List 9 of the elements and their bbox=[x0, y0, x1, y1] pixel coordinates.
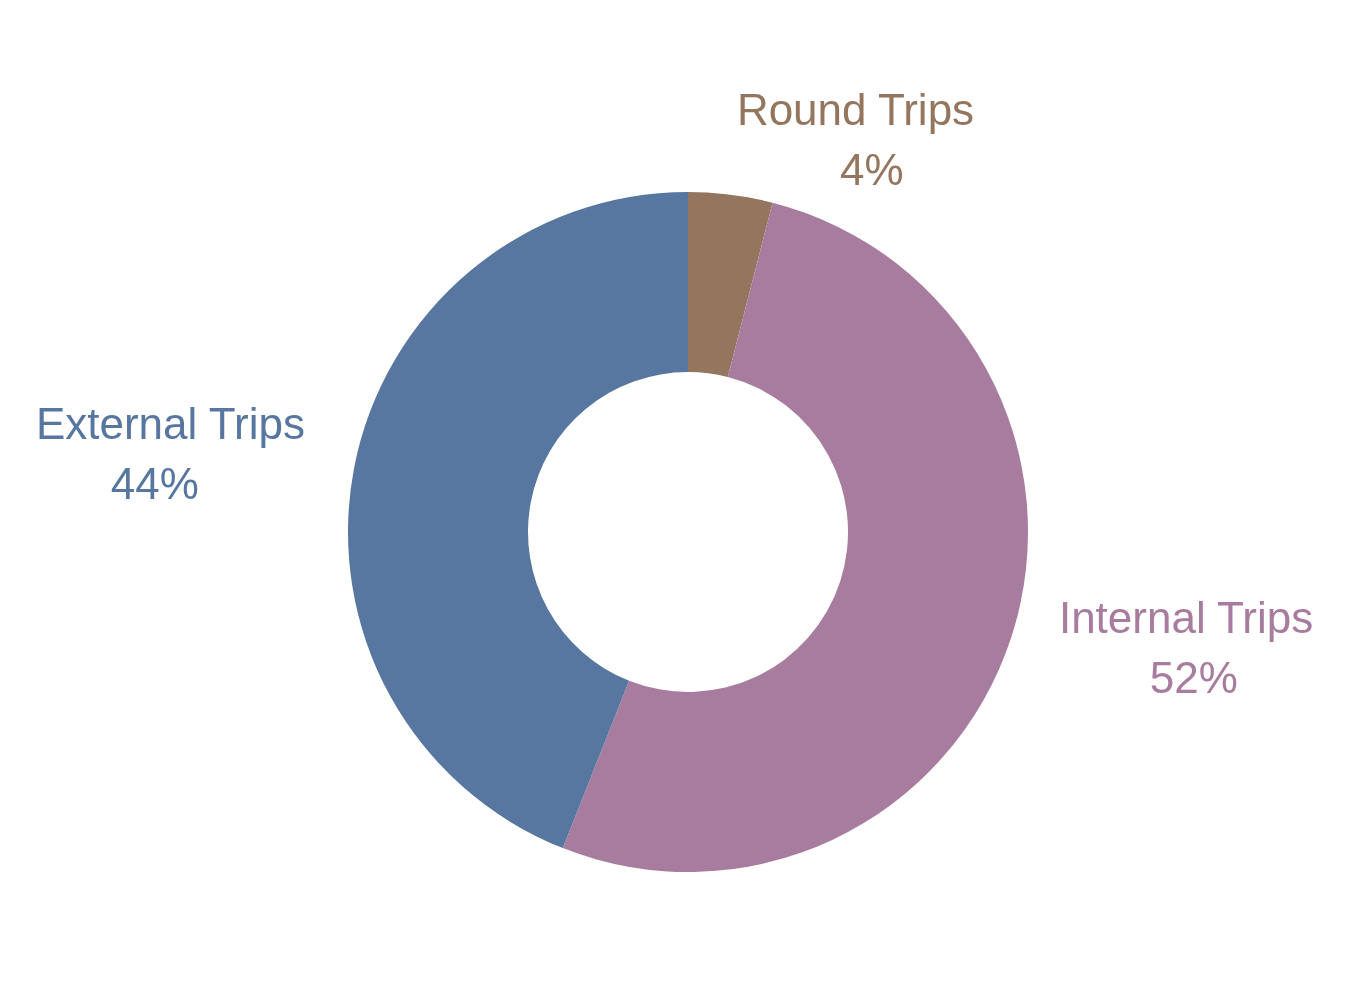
slice-label: External Trips bbox=[35, 398, 305, 448]
data-label: 52% bbox=[1149, 652, 1238, 702]
donut-slice bbox=[688, 192, 773, 378]
data-label: 44% bbox=[110, 458, 199, 508]
donut-slice bbox=[562, 202, 1028, 872]
slice-label: Round Trips bbox=[736, 85, 975, 135]
donut-slice bbox=[348, 192, 688, 849]
data-label: 4% bbox=[840, 145, 904, 195]
slice-label: Internal Trips bbox=[1058, 592, 1314, 642]
